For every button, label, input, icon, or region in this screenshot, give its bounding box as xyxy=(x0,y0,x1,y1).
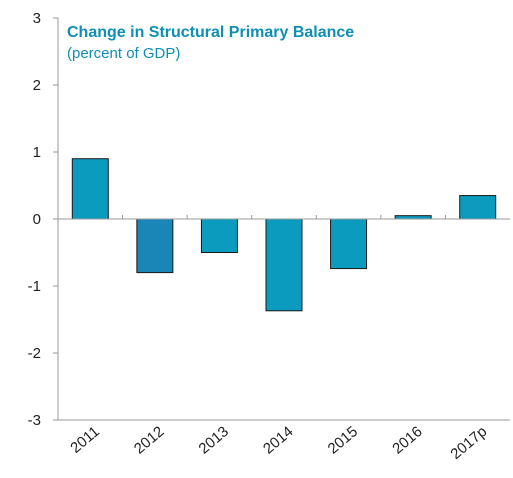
bar-2014 xyxy=(265,218,303,312)
bar-2016 xyxy=(394,215,432,220)
y-tick-label: 1 xyxy=(33,144,41,161)
x-tick-label: 2016 xyxy=(389,423,425,457)
x-tick-label: 2014 xyxy=(260,423,296,457)
x-tick-label: 2011 xyxy=(67,423,103,457)
y-tick-label: 3 xyxy=(33,10,41,27)
y-ticks-group: 3 2 1 0 -1 -2 -3 xyxy=(28,10,58,429)
y-tick-label: -2 xyxy=(28,345,41,362)
bar-2012 xyxy=(136,218,174,274)
y-tick-label: -3 xyxy=(28,412,41,429)
bar-2013 xyxy=(200,218,238,253)
x-tick-label: 2013 xyxy=(196,423,232,457)
chart-title: Change in Structural Primary Balance xyxy=(67,24,354,41)
bar-2015 xyxy=(330,218,368,270)
x-tick-label: 2017p xyxy=(447,423,490,463)
y-tick-label: -1 xyxy=(28,278,41,295)
chart-subtitle: (percent of GDP) xyxy=(67,45,180,62)
bar-2017p xyxy=(459,195,497,220)
x-tick-label: 2012 xyxy=(131,423,167,457)
bar-2011 xyxy=(71,158,109,220)
y-tick-label: 0 xyxy=(33,211,41,228)
bars-group xyxy=(71,158,497,312)
y-tick-label: 2 xyxy=(33,77,41,94)
x-tick-label: 2015 xyxy=(325,423,361,457)
